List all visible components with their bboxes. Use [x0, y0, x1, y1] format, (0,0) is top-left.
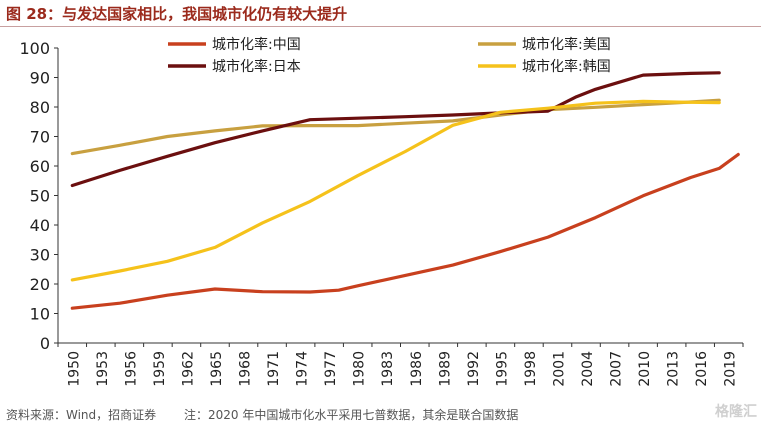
- legend-label: 城市化率:日本: [212, 58, 301, 75]
- x-tick-label: 1965: [209, 351, 225, 387]
- y-tick-label: 20: [30, 275, 50, 294]
- series-line-4: [70, 99, 721, 282]
- legend-label: 城市化率:中国: [212, 36, 301, 53]
- line-chart: 0 10 20 30 40 50 60 70 80 90 100 1950 1953 1956 1959 19…: [19, 36, 744, 387]
- x-tick-label: 2001: [551, 351, 567, 387]
- y-tick-label: 90: [30, 69, 50, 88]
- x-tick-label: 1989: [437, 351, 453, 387]
- x-tick-label: 2010: [637, 351, 653, 387]
- source-note: 资料来源：Wind，招商证券: [6, 408, 157, 422]
- x-tick-label: 1956: [123, 351, 139, 387]
- x-tick-label: 1968: [238, 351, 254, 387]
- x-tick-label: 1986: [409, 351, 425, 387]
- x-tick-label: 1992: [466, 351, 482, 387]
- y-tick-label: 80: [30, 98, 50, 117]
- x-tick-label: 1998: [523, 351, 539, 387]
- y-tick-label: 60: [30, 157, 50, 176]
- y-tick-label: 100: [19, 39, 50, 58]
- series-line-1: [70, 152, 740, 310]
- x-tick-label: 1953: [95, 351, 111, 387]
- x-tick-label: 1980: [352, 351, 368, 387]
- x-tick-label: 1977: [323, 351, 339, 387]
- footer: 资料来源：Wind，招商证券 注：2020 年中国城市化水平采用七普数据，其余是…: [6, 406, 518, 423]
- x-tick-label: 1959: [152, 351, 168, 387]
- y-tick-label: 40: [30, 216, 50, 235]
- y-tick-label: 0: [40, 334, 50, 353]
- watermark-logo: 格隆汇: [715, 403, 757, 419]
- x-tick-label: 1962: [180, 351, 196, 387]
- x-tick-label: 1950: [66, 351, 82, 387]
- legend-label: 城市化率:美国: [522, 36, 611, 53]
- y-tick-label: 10: [30, 305, 50, 324]
- x-tick-label: 1995: [494, 351, 510, 387]
- x-tick-label: 1974: [295, 351, 311, 387]
- chart-series: [70, 71, 740, 310]
- chart-title: 图 28：与发达国家相比，我国城市化仍有较大提升: [6, 5, 348, 23]
- x-tick-label: 2016: [694, 351, 710, 387]
- title-bar: 图 28：与发达国家相比，我国城市化仍有较大提升: [0, 0, 761, 27]
- x-tick-label: 2019: [723, 351, 739, 387]
- y-tick-label: 50: [30, 187, 50, 206]
- chart-axes: 0 10 20 30 40 50 60 70 80 90 100 1950 1953 1956 1959 19…: [19, 39, 744, 387]
- x-tick-label: 2004: [580, 351, 596, 387]
- y-tick-label: 70: [30, 128, 50, 147]
- x-tick-label: 1983: [380, 351, 396, 387]
- series-line-3: [70, 71, 721, 188]
- series-line-2: [70, 98, 721, 156]
- x-tick-label: 1971: [266, 351, 282, 387]
- data-note: 注：2020 年中国城市化水平采用七普数据，其余是联合国数据: [184, 408, 519, 422]
- legend-label: 城市化率:韩国: [522, 58, 611, 75]
- x-tick-label: 2007: [609, 351, 625, 387]
- y-tick-label: 30: [30, 246, 50, 265]
- x-tick-label: 2013: [666, 351, 682, 387]
